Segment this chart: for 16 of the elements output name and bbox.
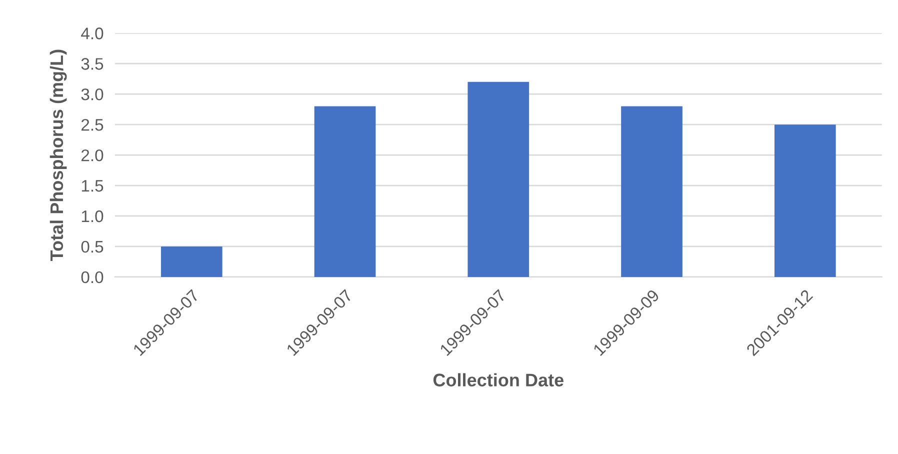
bar: [621, 106, 682, 277]
y-tick-label: 1.0: [82, 210, 104, 222]
x-axis-title: Collection Date: [433, 373, 564, 386]
y-tick-label: 0.5: [81, 240, 104, 253]
y-tick-label: 1.5: [82, 180, 104, 192]
y-tick-label: 2.5: [82, 118, 104, 131]
bar: [468, 82, 530, 277]
bar: [314, 106, 376, 277]
y-tick-label: 2.0: [82, 149, 104, 162]
y-tick-label: 0.0: [81, 271, 104, 284]
y-tick-label: 4.0: [81, 28, 104, 40]
bar: [160, 246, 222, 277]
y-tick-label: 3.0: [81, 88, 104, 100]
y-axis-title: Total Phosphorus (mg/L): [50, 50, 67, 261]
bar: [774, 124, 836, 277]
y-tick-label: 3.5: [81, 58, 104, 70]
